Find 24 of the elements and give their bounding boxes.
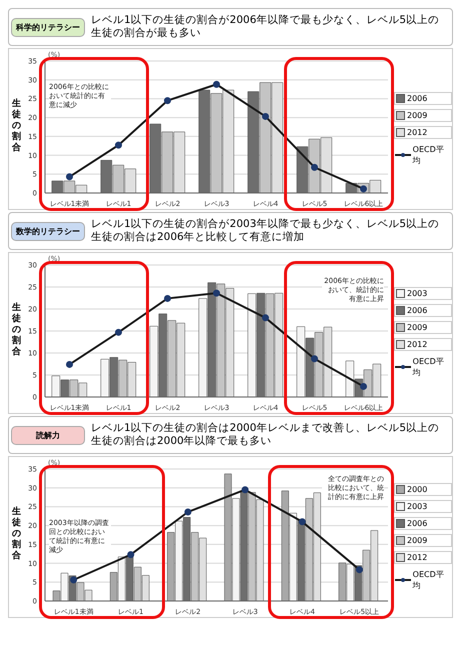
legend-label: 2003 bbox=[407, 289, 428, 298]
legend-label: OECD平均 bbox=[412, 568, 445, 590]
chart-subtitle: レベル1以下の生徒の割合は2000年レベルまで改善し、レベル5以上の生徒の割合は2000年以降で最も多い bbox=[91, 422, 440, 448]
legend-label: 2006 bbox=[407, 94, 428, 102]
legend-label: 2012 bbox=[407, 552, 428, 562]
y-axis-title: 生徒の割合 bbox=[11, 99, 22, 154]
legend-label: 2006 bbox=[407, 518, 428, 528]
legend-label: 2003 bbox=[407, 502, 428, 510]
chart-title: 数学的リテラシー bbox=[11, 222, 85, 240]
legend-label: 2009 bbox=[407, 110, 428, 120]
legend-label: 2000 bbox=[407, 484, 428, 494]
chart-title: 科学的リテラシー bbox=[11, 18, 85, 36]
legend-label: 2006 bbox=[407, 306, 428, 315]
y-axis-title: 生徒の割合 bbox=[11, 303, 22, 358]
legend-label: OECD平均 bbox=[412, 144, 445, 166]
chart-subtitle: レベル1以下の生徒の割合が2003年以降で最も少なく、レベル5以上の生徒の割合は2006年と比較して有意に増加 bbox=[91, 218, 440, 244]
legend-label: 2012 bbox=[407, 128, 428, 136]
legend-label: 2012 bbox=[407, 340, 428, 349]
y-axis-title: 生徒の割合 bbox=[11, 507, 22, 562]
chart-subtitle: レベル1以下の生徒の割合が2006年以降で最も少なく、レベル5以上の生徒の割合が最も多い bbox=[91, 14, 440, 40]
legend-label: OECD平均 bbox=[412, 356, 445, 378]
legend-label: 2009 bbox=[407, 323, 428, 332]
legend-label: 2009 bbox=[407, 536, 428, 544]
chart-title: 読解力 bbox=[11, 426, 85, 444]
